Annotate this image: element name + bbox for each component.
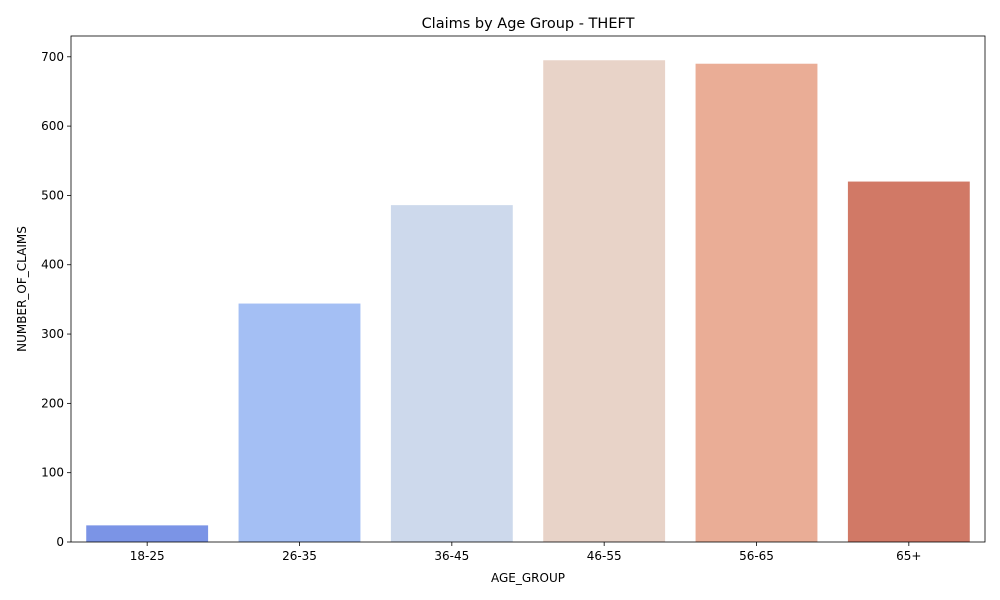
bar-36-45 bbox=[390, 205, 513, 542]
x-tick-label: 18-25 bbox=[130, 549, 165, 563]
x-axis-label: AGE_GROUP bbox=[491, 571, 565, 585]
plot-frame bbox=[70, 35, 986, 543]
y-tick-label: 700 bbox=[41, 50, 64, 64]
y-tick-label: 400 bbox=[41, 258, 64, 272]
y-tick-label: 0 bbox=[56, 535, 64, 549]
x-tick-label: 36-45 bbox=[434, 549, 469, 563]
x-axis-ticks: 18-25 26-35 36-45 46-55 56-65 65+ bbox=[130, 542, 921, 563]
bar-56-65 bbox=[695, 63, 818, 543]
y-axis-ticks: 0 100 200 300 400 500 600 700 bbox=[41, 50, 71, 549]
y-tick-label: 100 bbox=[41, 466, 64, 480]
y-tick-label: 600 bbox=[41, 119, 64, 133]
bar-26-35 bbox=[238, 303, 361, 542]
bar-18-25 bbox=[86, 525, 209, 542]
x-tick-label: 46-55 bbox=[587, 549, 622, 563]
bars-group bbox=[86, 60, 970, 543]
y-tick-label: 500 bbox=[41, 188, 64, 202]
bar-65+ bbox=[847, 181, 970, 542]
x-tick-label: 65+ bbox=[896, 549, 921, 563]
chart-title: Claims by Age Group - THEFT bbox=[422, 16, 635, 32]
x-tick-label: 56-65 bbox=[739, 549, 774, 563]
y-tick-label: 200 bbox=[41, 396, 64, 410]
y-tick-label: 300 bbox=[41, 327, 64, 341]
x-tick-label: 26-35 bbox=[282, 549, 317, 563]
y-axis-label: NUMBER_OF_CLAIMS bbox=[15, 226, 29, 352]
bar-46-55 bbox=[543, 60, 666, 542]
